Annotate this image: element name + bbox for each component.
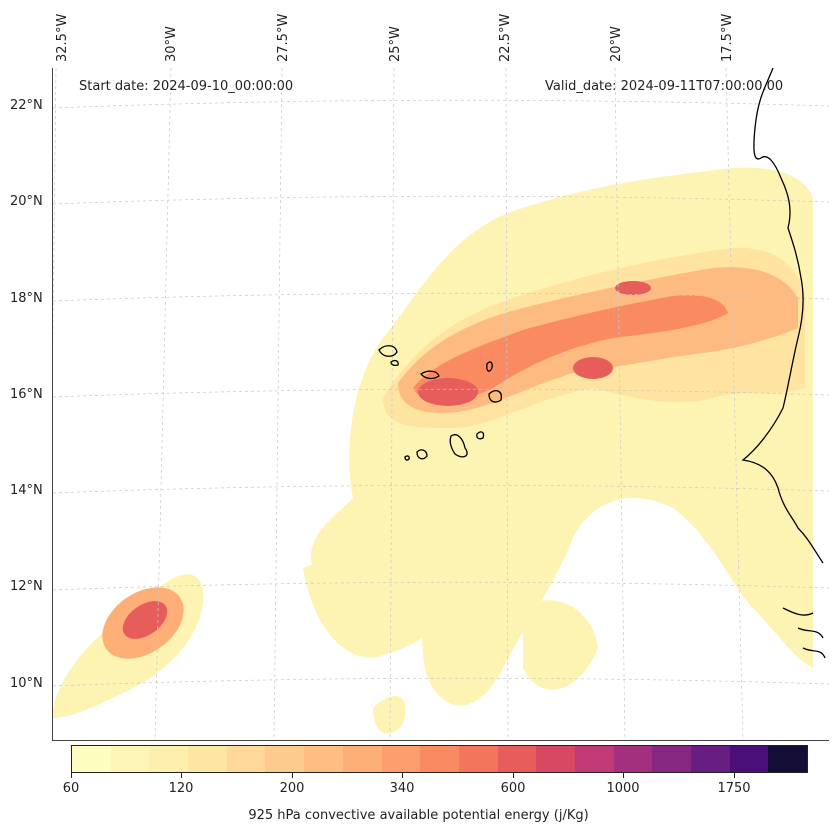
colorbar [71, 745, 808, 773]
island-fogo [416, 449, 428, 460]
colorbar-segment [304, 746, 343, 772]
colorbar-segment [729, 746, 769, 772]
cape-region-high [413, 295, 728, 402]
lon-label-32-5w: 32.5°W [55, 13, 70, 62]
colorbar-tick [513, 773, 514, 778]
start-date-label: Start date: 2024-09-10_00:00:00 [79, 79, 294, 94]
map-panel [52, 68, 829, 741]
lon-label-27-5w: 27.5°W [276, 13, 291, 62]
lat-label-16n: 16°N [10, 387, 43, 402]
colorbar-tick [181, 773, 182, 778]
cape-contours [53, 167, 813, 734]
island-brava [404, 455, 410, 461]
island-santiago [449, 434, 468, 458]
lat-label-12n: 12°N [10, 579, 43, 594]
colorbar-tick [402, 773, 403, 778]
colorbar-segment [188, 746, 227, 772]
map-canvas [53, 68, 829, 740]
lon-label-25w: 25°W [388, 26, 403, 62]
colorbar-tick [734, 773, 735, 778]
colorbar-label-1750: 1750 [717, 781, 751, 796]
cape-sw-cell-inner [122, 601, 168, 639]
colorbar-segment [110, 746, 150, 772]
lat-label-20n: 20°N [10, 194, 43, 209]
colorbar-label-1000: 1000 [606, 781, 640, 796]
colorbar-tick [292, 773, 293, 778]
colorbar-segment [265, 746, 305, 772]
lon-label-17-5w: 17.5°W [720, 13, 735, 62]
colorbar-segment [613, 746, 653, 772]
colorbar-label-120: 120 [168, 781, 194, 796]
island-sao-vicente [390, 359, 399, 367]
lat-label-14n: 14°N [10, 483, 43, 498]
lon-label-20w: 20°W [609, 26, 624, 62]
valid-date-label: Valid_date: 2024-09-11T07:00:00.00 [545, 79, 784, 94]
island-maio [476, 431, 485, 440]
colorbar-segment [149, 746, 189, 772]
colorbar-segment [420, 746, 459, 772]
lat-label-18n: 18°N [10, 291, 43, 306]
colorbar-segment [652, 746, 691, 772]
island-sao-nicolau [420, 370, 440, 380]
colorbar-segment [691, 746, 730, 772]
africa-coastline [741, 68, 824, 564]
colorbar-title: 925 hPa convective available potential e… [248, 808, 589, 823]
colorbar-label-200: 200 [279, 781, 305, 796]
colorbar-label-60: 60 [62, 781, 80, 796]
cape-region-far-south [373, 696, 406, 734]
cape-region-southeast [523, 600, 598, 690]
island-sal [486, 361, 493, 372]
colorbar-segment [226, 746, 266, 772]
colorbar-label-340: 340 [389, 781, 415, 796]
colorbar-segment [342, 746, 382, 772]
colorbar-segment [458, 746, 498, 772]
island-santo-antao [378, 345, 398, 357]
lon-label-30w: 30°W [164, 26, 179, 62]
lon-label-22-5w: 22.5°W [498, 13, 513, 62]
gridlines [53, 68, 829, 740]
colorbar-segment [381, 746, 421, 772]
lat-label-10n: 10°N [10, 676, 43, 691]
colorbar-segment [497, 746, 537, 772]
colorbar-segment [768, 746, 808, 772]
cape-peak-north [615, 281, 651, 295]
cape-peak-east [573, 357, 613, 379]
lat-label-22n: 22°N [10, 98, 43, 113]
colorbar-segment [72, 746, 111, 772]
colorbar-segment [536, 746, 575, 772]
coastline [378, 68, 826, 659]
colorbar-label-600: 600 [500, 781, 526, 796]
colorbar-tick [71, 773, 72, 778]
colorbar-segment [574, 746, 614, 772]
island-boa-vista [488, 389, 502, 403]
coastline-islands-south [782, 607, 826, 659]
colorbar-tick [623, 773, 624, 778]
cape-peak-capeverde [418, 378, 478, 406]
